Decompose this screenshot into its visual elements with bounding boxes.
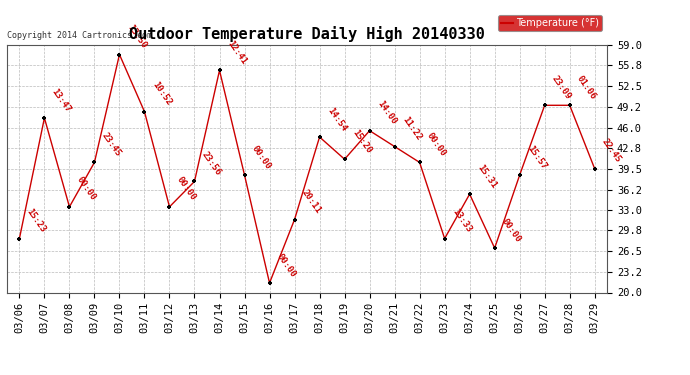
Text: 13:50: 13:50: [125, 23, 148, 50]
Title: Outdoor Temperature Daily High 20140330: Outdoor Temperature Daily High 20140330: [129, 27, 485, 42]
Text: 15:57: 15:57: [525, 144, 548, 171]
Text: 00:00: 00:00: [75, 176, 98, 202]
Point: [164, 204, 175, 210]
Text: 15:23: 15:23: [25, 207, 48, 234]
Point: [14, 236, 25, 242]
Point: [564, 102, 575, 108]
Point: [64, 204, 75, 210]
Point: [289, 216, 300, 222]
Point: [464, 191, 475, 197]
Point: [514, 172, 525, 178]
Point: [139, 109, 150, 115]
Text: 15:20: 15:20: [350, 128, 373, 155]
Point: [189, 178, 200, 184]
Text: 22:45: 22:45: [600, 137, 623, 165]
Point: [339, 156, 350, 162]
Point: [364, 128, 375, 134]
Text: 00:00: 00:00: [175, 176, 198, 202]
Text: 14:00: 14:00: [375, 99, 398, 126]
Text: 23:45: 23:45: [100, 131, 123, 158]
Text: 12:41: 12:41: [225, 39, 248, 66]
Point: [539, 102, 550, 108]
Point: [489, 245, 500, 251]
Point: [389, 144, 400, 150]
Text: 15:31: 15:31: [475, 163, 498, 190]
Text: 00:00: 00:00: [425, 131, 448, 158]
Text: 00:00: 00:00: [250, 144, 273, 171]
Point: [39, 115, 50, 121]
Point: [239, 172, 250, 178]
Text: Copyright 2014 Cartronics.com: Copyright 2014 Cartronics.com: [7, 31, 152, 40]
Text: 20:11: 20:11: [300, 188, 323, 215]
Text: 10:52: 10:52: [150, 80, 172, 108]
Point: [89, 159, 100, 165]
Text: 23:56: 23:56: [200, 150, 223, 177]
Point: [214, 68, 225, 74]
Point: [589, 166, 600, 172]
Text: 00:00: 00:00: [275, 252, 298, 279]
Text: 13:47: 13:47: [50, 87, 72, 114]
Point: [439, 236, 450, 242]
Point: [264, 280, 275, 286]
Point: [414, 159, 425, 165]
Text: 11:22: 11:22: [400, 115, 423, 142]
Text: 14:54: 14:54: [325, 106, 348, 133]
Point: [314, 134, 325, 140]
Legend: Temperature (°F): Temperature (°F): [498, 15, 602, 31]
Text: 23:09: 23:09: [550, 74, 573, 101]
Text: 01:06: 01:06: [575, 74, 598, 101]
Text: 13:33: 13:33: [450, 207, 473, 234]
Point: [114, 51, 125, 57]
Text: 00:00: 00:00: [500, 217, 523, 244]
